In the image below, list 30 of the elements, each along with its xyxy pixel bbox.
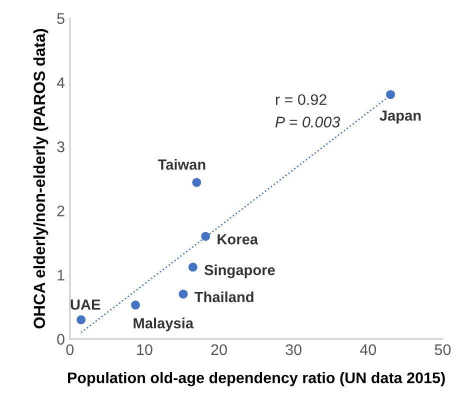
annotation: UAE: [70, 300, 100, 310]
annotation: Malaysia: [134, 318, 194, 332]
annotation: Korea: [218, 234, 258, 244]
y-tick-label: 1: [58, 270, 64, 280]
x-axis-title: Population old-age dependency ratio (UN data 2015): [68, 372, 445, 386]
x-tick-label: 0: [66, 344, 74, 356]
point: [201, 232, 210, 241]
x-tick-label: 30: [286, 344, 302, 356]
y-tick-label: 0: [57, 334, 64, 345]
point: [188, 262, 198, 272]
x-tick-label: 40: [360, 344, 376, 356]
annotation: Taiwan: [158, 159, 206, 170]
y-axis-title: OHCA elderly/non-elderly (PAROS data): [33, 28, 48, 328]
point: [386, 90, 396, 100]
annotation: P = 0.003: [275, 116, 340, 128]
x-tick-label: 20: [211, 344, 227, 356]
y-tick-label: 2: [57, 206, 64, 216]
x-tick-label: 50: [434, 344, 451, 356]
point: [192, 178, 202, 187]
y-tick-label: 3: [57, 141, 64, 152]
y-tick-label: 5: [57, 13, 64, 24]
annotation: r = 0.92: [276, 94, 326, 106]
annotation: Japan: [380, 110, 421, 124]
point: [76, 315, 86, 324]
point: [178, 290, 188, 299]
point: [131, 300, 140, 310]
x-tick-label: 10: [137, 344, 152, 356]
annotation: Thailand: [194, 291, 254, 302]
annotation: Singapore: [204, 264, 275, 278]
y-tick-label: 4: [56, 77, 65, 88]
